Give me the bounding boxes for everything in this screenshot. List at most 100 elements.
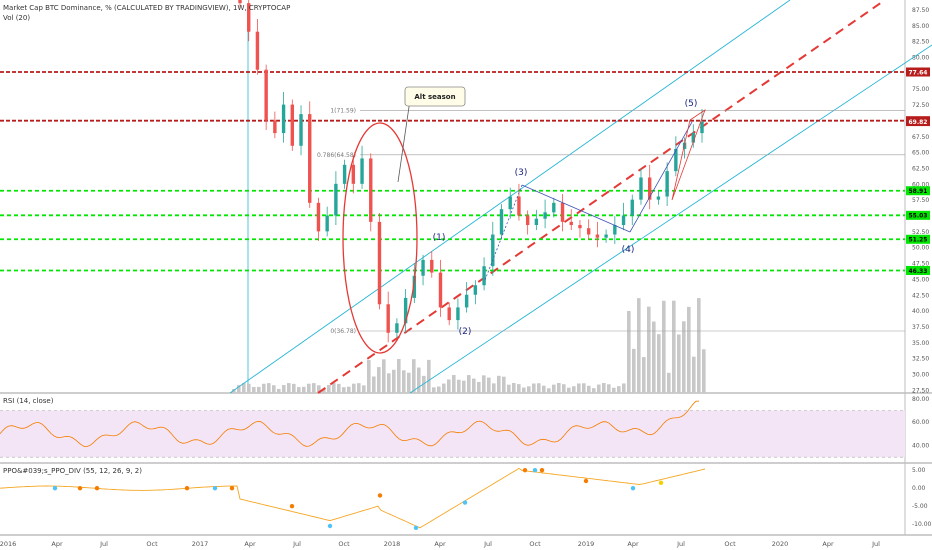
x-tick-label: Apr bbox=[434, 540, 446, 548]
volume-bar bbox=[597, 384, 601, 393]
level-badge-label: 46.33 bbox=[909, 268, 928, 275]
candle-body bbox=[238, 0, 242, 4]
volume-bar bbox=[407, 372, 411, 393]
volume-bar bbox=[257, 386, 261, 393]
ppo-divergence-dot bbox=[212, 486, 218, 491]
volume-bar bbox=[702, 349, 706, 393]
volume-bar bbox=[337, 383, 341, 393]
volume-bar bbox=[647, 306, 651, 393]
candle-body bbox=[639, 177, 643, 200]
volume-bar bbox=[542, 385, 546, 393]
rsi-band bbox=[0, 410, 905, 458]
volume-bar bbox=[617, 386, 621, 393]
rsi-y-tick: 40.00 bbox=[912, 443, 929, 450]
y-tick-label: 47.50 bbox=[912, 261, 929, 268]
volume-indicator-label: Vol (20) bbox=[3, 14, 31, 22]
volume-bar bbox=[287, 383, 291, 393]
volume-bar bbox=[562, 384, 566, 393]
volume-bar bbox=[607, 384, 611, 393]
candle-body bbox=[447, 307, 451, 321]
volume-bar bbox=[592, 388, 596, 393]
candle-body bbox=[464, 294, 469, 308]
x-tick-label: Jul bbox=[483, 540, 492, 548]
wave-label: (1) bbox=[433, 233, 446, 243]
candle-body bbox=[630, 199, 634, 216]
x-tick-label: Oct bbox=[529, 540, 541, 548]
y-tick-label: 85.00 bbox=[912, 23, 929, 30]
ppo-divergence-dot bbox=[630, 486, 636, 491]
level-badge bbox=[906, 234, 930, 244]
volume-bar bbox=[547, 388, 551, 393]
volume-bar bbox=[417, 367, 421, 393]
ppo-divergence-dot bbox=[462, 500, 468, 505]
wave-line bbox=[629, 121, 693, 233]
ppo-divergence-dot bbox=[532, 468, 538, 473]
level-badge-label: 58.91 bbox=[909, 188, 928, 195]
candle-body bbox=[281, 104, 286, 134]
x-tick-label: Jul bbox=[292, 540, 301, 548]
volume-bar bbox=[432, 387, 436, 393]
volume-bar bbox=[357, 383, 361, 393]
ppo-divergence-dot bbox=[377, 493, 383, 498]
volume-bar bbox=[247, 383, 251, 393]
candle-body bbox=[316, 202, 321, 232]
level-badge-label: 77.64 bbox=[909, 69, 928, 76]
x-tick-label: Oct bbox=[146, 540, 158, 548]
candle-body bbox=[247, 3, 251, 32]
candle-body bbox=[456, 307, 460, 321]
y-tick-label: 75.00 bbox=[912, 86, 929, 93]
candle-body bbox=[552, 202, 556, 213]
ppo-divergence-dot bbox=[77, 486, 83, 491]
candle-body bbox=[369, 158, 373, 222]
rsi-line bbox=[0, 400, 699, 448]
volume-bar bbox=[682, 321, 686, 393]
volume-bar bbox=[487, 377, 491, 393]
volume-bar bbox=[637, 298, 641, 393]
volume-bar bbox=[522, 387, 526, 393]
candle-body bbox=[543, 212, 547, 219]
volume-bar bbox=[632, 348, 636, 393]
candle-body bbox=[342, 164, 347, 184]
volume-bar bbox=[537, 383, 541, 393]
callout-pointer bbox=[397, 99, 411, 183]
volume-bar bbox=[242, 383, 246, 393]
candle-body bbox=[525, 215, 530, 226]
y-tick-label: 27.50 bbox=[912, 387, 929, 394]
wave-label: (2) bbox=[459, 327, 472, 337]
x-tick-label: Jul bbox=[871, 540, 880, 548]
x-tick-label: Apr bbox=[822, 540, 834, 548]
candle-body bbox=[578, 225, 582, 229]
volume-bar bbox=[662, 300, 666, 393]
ppo-divergence-dot bbox=[327, 523, 333, 529]
wave-label: (5) bbox=[685, 99, 698, 109]
volume-bar bbox=[587, 385, 591, 393]
volume-bar bbox=[437, 386, 441, 393]
candle-body bbox=[560, 202, 565, 222]
volume-bar bbox=[412, 359, 416, 393]
x-tick-label: Jul bbox=[676, 540, 685, 548]
level-badge bbox=[906, 67, 930, 77]
volume-bar bbox=[302, 386, 306, 393]
volume-bar bbox=[492, 383, 496, 393]
candle-body bbox=[308, 114, 312, 203]
volume-bar bbox=[482, 375, 486, 393]
candle-body bbox=[482, 266, 486, 286]
volume-bar bbox=[312, 383, 316, 393]
candle-body bbox=[534, 218, 539, 226]
volume-bar bbox=[237, 385, 241, 393]
volume-bar bbox=[422, 375, 426, 393]
y-tick-label: 60.00 bbox=[912, 181, 929, 188]
candle-body bbox=[290, 104, 295, 146]
candle-body bbox=[430, 259, 434, 273]
candle-body bbox=[508, 196, 512, 210]
volume-bar bbox=[622, 383, 626, 393]
ppo-divergence-dot bbox=[539, 468, 545, 473]
y-tick-label: 87.50 bbox=[912, 7, 929, 14]
y-tick-label: 40.00 bbox=[912, 308, 929, 315]
volume-bar bbox=[387, 373, 391, 393]
volume-bar bbox=[292, 383, 296, 393]
y-tick-label: 32.50 bbox=[912, 356, 929, 363]
candle-body bbox=[264, 69, 268, 121]
ppo-y-tick: 0.00 bbox=[912, 485, 926, 492]
volume-bar bbox=[502, 376, 506, 393]
